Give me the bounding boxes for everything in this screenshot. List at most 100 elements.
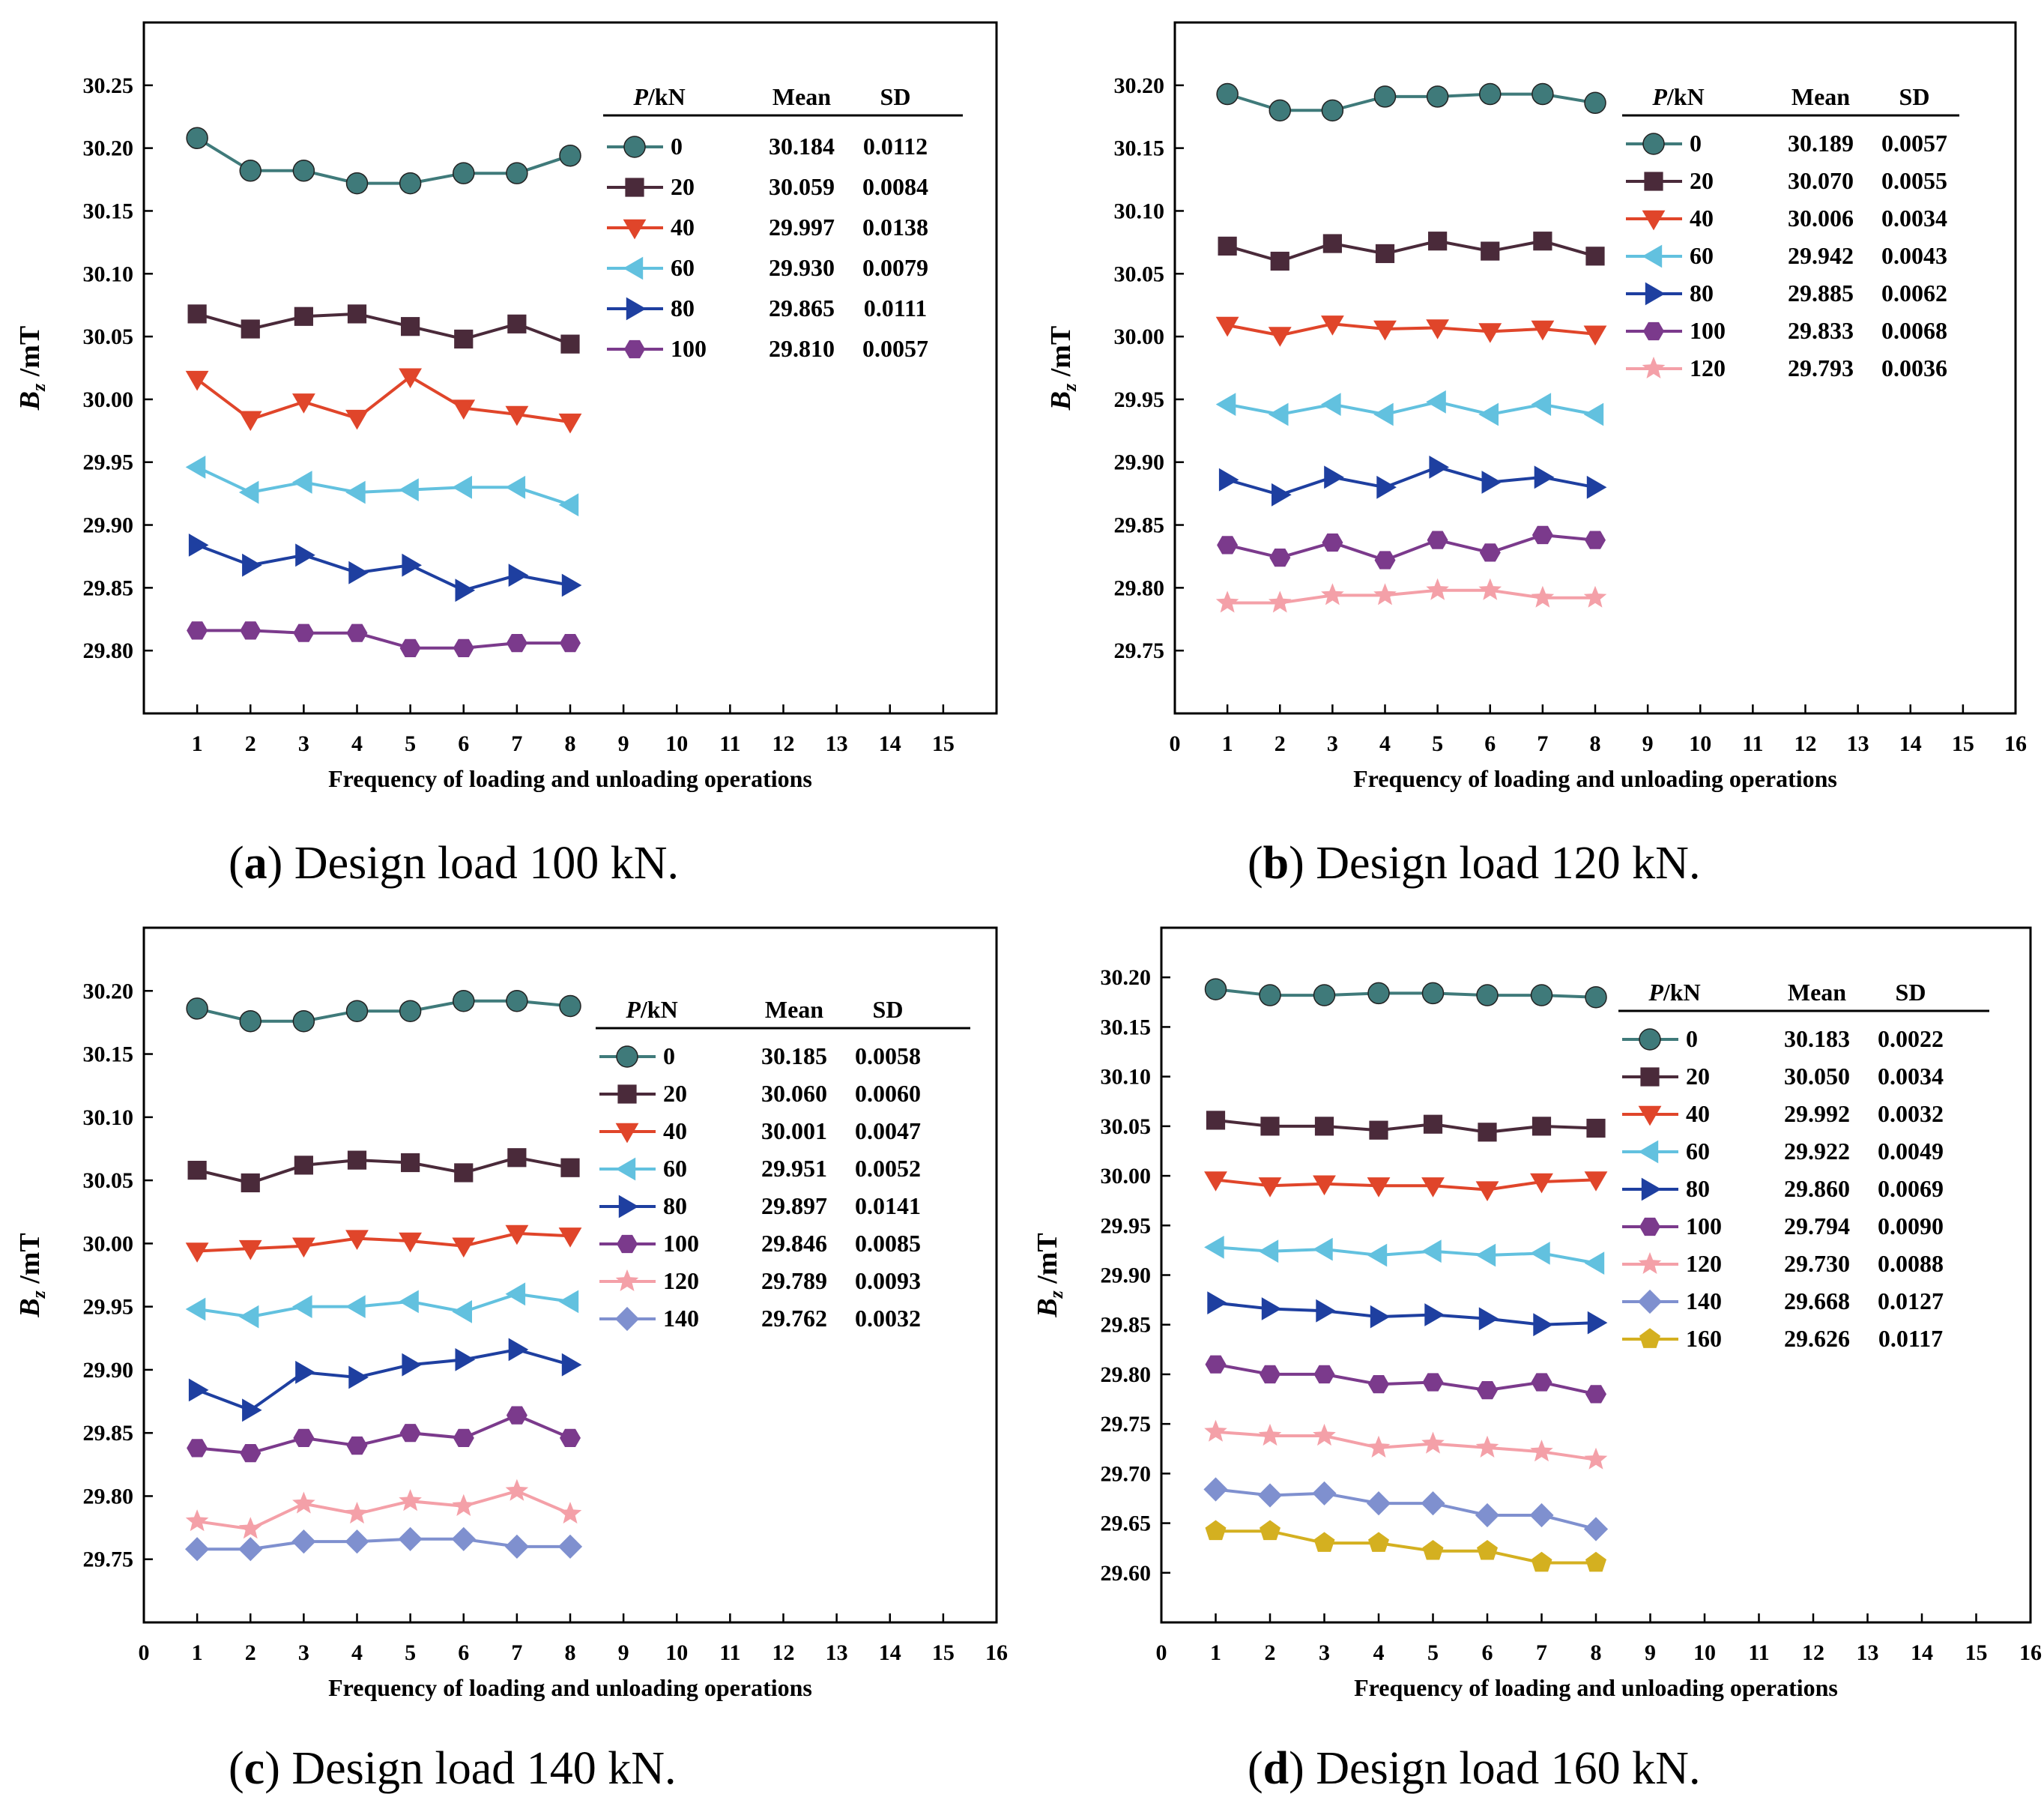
data-point — [1313, 1175, 1336, 1196]
data-point — [558, 1502, 582, 1524]
data-point — [558, 1227, 582, 1248]
data-point — [185, 1242, 209, 1263]
data-point — [1217, 536, 1239, 555]
legend-sd: 0.0084 — [862, 173, 928, 200]
data-point — [455, 1348, 476, 1371]
legend-sd: 0.0062 — [1881, 280, 1947, 306]
data-point — [1215, 591, 1239, 613]
series-20 — [187, 304, 580, 354]
series-80 — [188, 1338, 582, 1422]
legend-marker — [617, 1234, 638, 1254]
data-point — [399, 1489, 422, 1511]
data-point — [1370, 1305, 1391, 1329]
legend-entry-40: 40 29.992 0.0032 — [1622, 1100, 1944, 1127]
legend-sd: 0.0058 — [855, 1042, 921, 1069]
data-point — [560, 1428, 581, 1447]
x-tick-label: 1 — [192, 731, 203, 756]
legend-marker — [1639, 1028, 1661, 1051]
data-point — [188, 1378, 209, 1402]
x-tick-label: 2 — [1275, 731, 1286, 756]
y-tick-label: 30.15 — [1114, 136, 1165, 161]
data-point — [559, 144, 581, 167]
data-point — [345, 1529, 369, 1554]
data-point — [1584, 1251, 1605, 1275]
data-point — [1586, 475, 1607, 499]
legend-label: 0 — [663, 1042, 675, 1069]
data-point — [1367, 1435, 1391, 1458]
series-line — [196, 1292, 571, 1319]
data-point — [347, 1150, 367, 1170]
legend-entry-160: 160 29.626 0.0117 — [1622, 1325, 1943, 1352]
data-point — [1423, 1114, 1443, 1134]
legend-entry-140: 140 29.668 0.0127 — [1622, 1287, 1944, 1314]
legend-label: 120 — [1690, 354, 1726, 381]
data-point — [1313, 984, 1336, 1006]
legend-mean: 30.006 — [1788, 205, 1854, 232]
x-tick-label: 10 — [665, 731, 688, 756]
legend-entry-60: 60 29.930 0.0079 — [607, 254, 928, 281]
legend-mean: 30.189 — [1788, 130, 1854, 157]
series-80 — [1207, 1291, 1608, 1337]
legend-mean: 30.060 — [761, 1080, 827, 1107]
y-tick-label: 30.10 — [83, 262, 134, 286]
data-point — [1322, 533, 1343, 552]
data-point — [1584, 91, 1606, 115]
data-point — [402, 1353, 422, 1377]
data-point — [1583, 1517, 1609, 1541]
data-point — [1369, 1120, 1388, 1140]
data-point — [399, 1000, 422, 1022]
y-tick-label: 29.75 — [1101, 1412, 1152, 1437]
data-point — [1583, 325, 1607, 346]
data-point — [560, 634, 581, 653]
data-point — [1218, 236, 1237, 256]
data-point — [1313, 1237, 1333, 1261]
data-point — [1374, 551, 1396, 570]
data-point — [1530, 1440, 1553, 1462]
legend-label: 40 — [1690, 205, 1714, 232]
legend-mean: 29.794 — [1784, 1212, 1850, 1239]
data-point — [1530, 1173, 1553, 1194]
legend: P/kN Mean SD 0 30.183 0.0022 20 30.050 0.0034 40 2… — [1618, 979, 1989, 1352]
data-point — [399, 1232, 422, 1253]
legend-mean: 30.184 — [769, 133, 835, 160]
y-tick-label: 29.75 — [1114, 638, 1165, 663]
panel-caption: (c) Design load 140 kN. — [229, 1743, 677, 1794]
series-line — [1215, 1178, 1597, 1192]
x-tick-label: 5 — [1432, 731, 1443, 756]
x-tick-label: 4 — [1373, 1640, 1385, 1665]
data-point — [294, 306, 313, 326]
series-20 — [1218, 232, 1605, 271]
data-point — [1532, 1117, 1552, 1136]
legend-label: 100 — [1690, 317, 1726, 344]
legend-label: 140 — [1686, 1287, 1722, 1314]
series-80 — [1218, 456, 1607, 507]
y-tick-label: 29.85 — [83, 576, 134, 600]
legend-mean: 29.810 — [769, 335, 835, 362]
legend-label: 100 — [663, 1230, 699, 1257]
x-tick-label: 12 — [1802, 1640, 1824, 1665]
y-tick-label: 30.20 — [83, 979, 134, 1003]
data-point — [1475, 1503, 1500, 1528]
data-point — [561, 573, 582, 597]
data-point — [1587, 1311, 1608, 1335]
caption-letter: b — [1263, 838, 1289, 889]
caption-text: ) Design load 120 kN. — [1289, 838, 1700, 889]
legend-entry-80: 80 29.885 0.0062 — [1626, 280, 1947, 306]
legend-marker — [623, 256, 644, 280]
data-point — [452, 1237, 476, 1258]
data-point — [1205, 1355, 1227, 1374]
data-point — [1203, 1477, 1228, 1502]
legend-mean: 30.059 — [769, 173, 835, 200]
legend-sd: 0.0055 — [1881, 167, 1947, 194]
data-point — [1218, 468, 1239, 492]
legend-label: 120 — [663, 1267, 699, 1294]
x-tick-label: 12 — [772, 1640, 795, 1665]
legend-sd: 0.0112 — [863, 133, 928, 160]
data-point — [1204, 1171, 1227, 1192]
data-point — [399, 638, 421, 657]
legend-mean: 29.793 — [1788, 354, 1854, 381]
legend-label: 40 — [663, 1117, 687, 1144]
data-point — [1324, 465, 1344, 489]
legend-sd: 0.0034 — [1881, 205, 1947, 232]
